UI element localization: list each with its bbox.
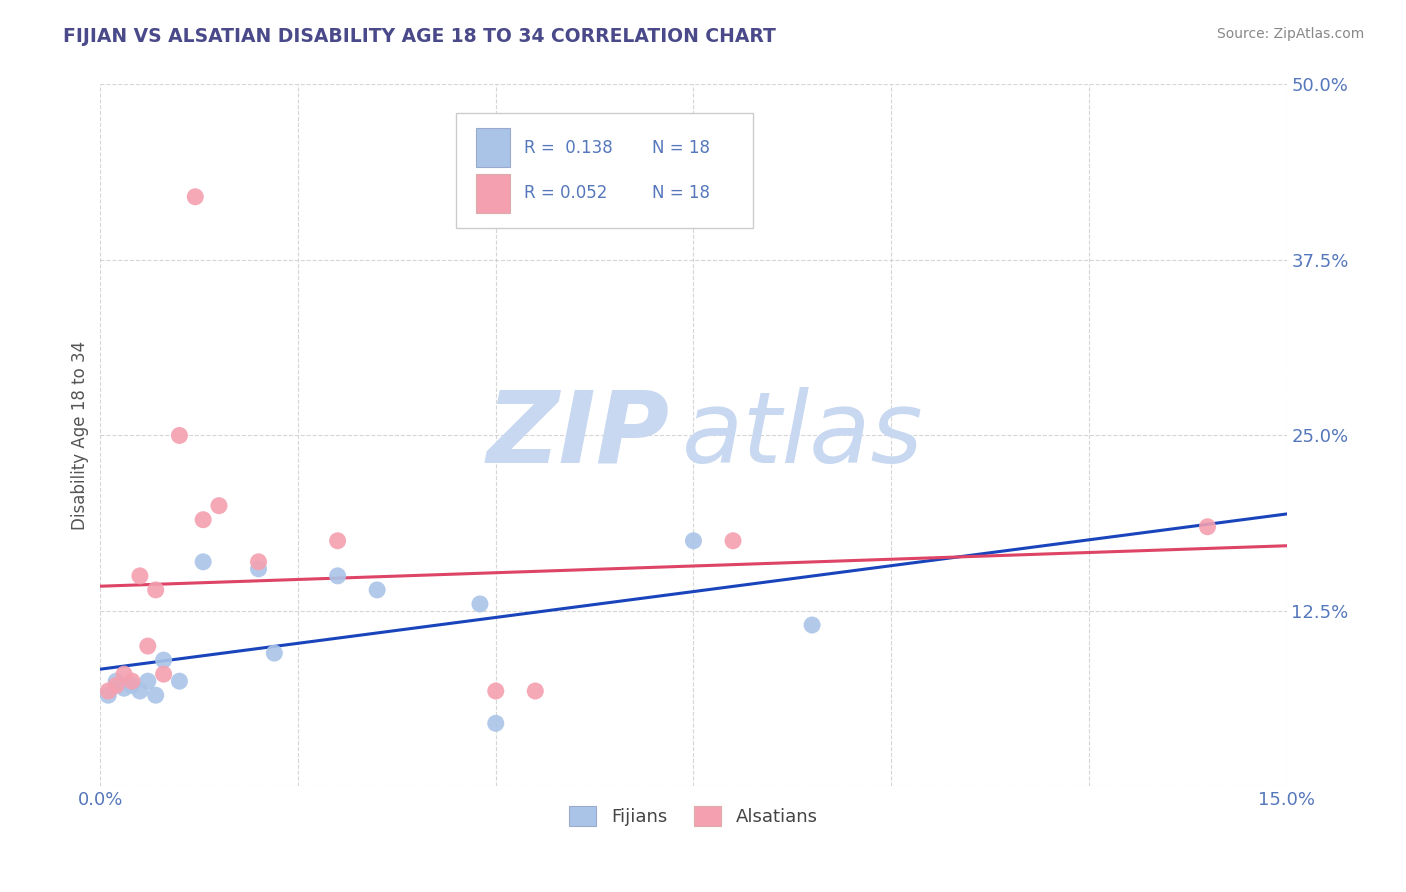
Point (112, 681, 135, 696)
Point (468, 597, 491, 611)
Point (485, 716, 508, 731)
Point (1197, 519, 1219, 533)
Y-axis label: Disability Age 18 to 34: Disability Age 18 to 34 (72, 341, 89, 530)
Point (128, 684, 150, 698)
Point (128, 569, 150, 583)
Point (682, 533, 704, 548)
Text: FIJIAN VS ALSATIAN DISABILITY AGE 18 TO 34 CORRELATION CHART: FIJIAN VS ALSATIAN DISABILITY AGE 18 TO … (63, 27, 776, 45)
Point (97, 688, 120, 702)
Point (169, 428, 191, 442)
Point (145, 688, 167, 702)
Point (191, 555, 214, 569)
Point (247, 562, 270, 576)
FancyBboxPatch shape (477, 128, 509, 167)
Text: Source: ZipAtlas.com: Source: ZipAtlas.com (1216, 27, 1364, 41)
Text: R =  0.138: R = 0.138 (524, 138, 613, 157)
Point (801, 618, 824, 632)
Point (524, 684, 547, 698)
Point (136, 674, 159, 689)
Point (366, 582, 388, 597)
Point (152, 667, 174, 681)
Text: R = 0.052: R = 0.052 (524, 185, 607, 202)
FancyBboxPatch shape (477, 174, 509, 212)
Point (721, 533, 744, 548)
Point (326, 569, 349, 583)
Point (247, 555, 270, 569)
Text: N = 18: N = 18 (652, 138, 710, 157)
Point (326, 533, 349, 548)
Point (169, 674, 191, 689)
Point (152, 653, 174, 667)
Point (112, 667, 135, 681)
Text: N = 18: N = 18 (652, 185, 710, 202)
FancyBboxPatch shape (456, 112, 752, 228)
Point (121, 674, 143, 689)
Point (136, 639, 159, 653)
Point (485, 684, 508, 698)
Point (263, 646, 285, 660)
Point (184, 190, 207, 204)
Text: atlas: atlas (682, 387, 924, 484)
Point (208, 499, 231, 513)
Point (105, 674, 128, 689)
Legend: Fijians, Alsatians: Fijians, Alsatians (562, 798, 825, 834)
Point (121, 678, 143, 692)
Point (145, 582, 167, 597)
Point (97, 684, 120, 698)
Point (105, 678, 128, 692)
Text: ZIP: ZIP (486, 387, 669, 484)
Point (191, 513, 214, 527)
